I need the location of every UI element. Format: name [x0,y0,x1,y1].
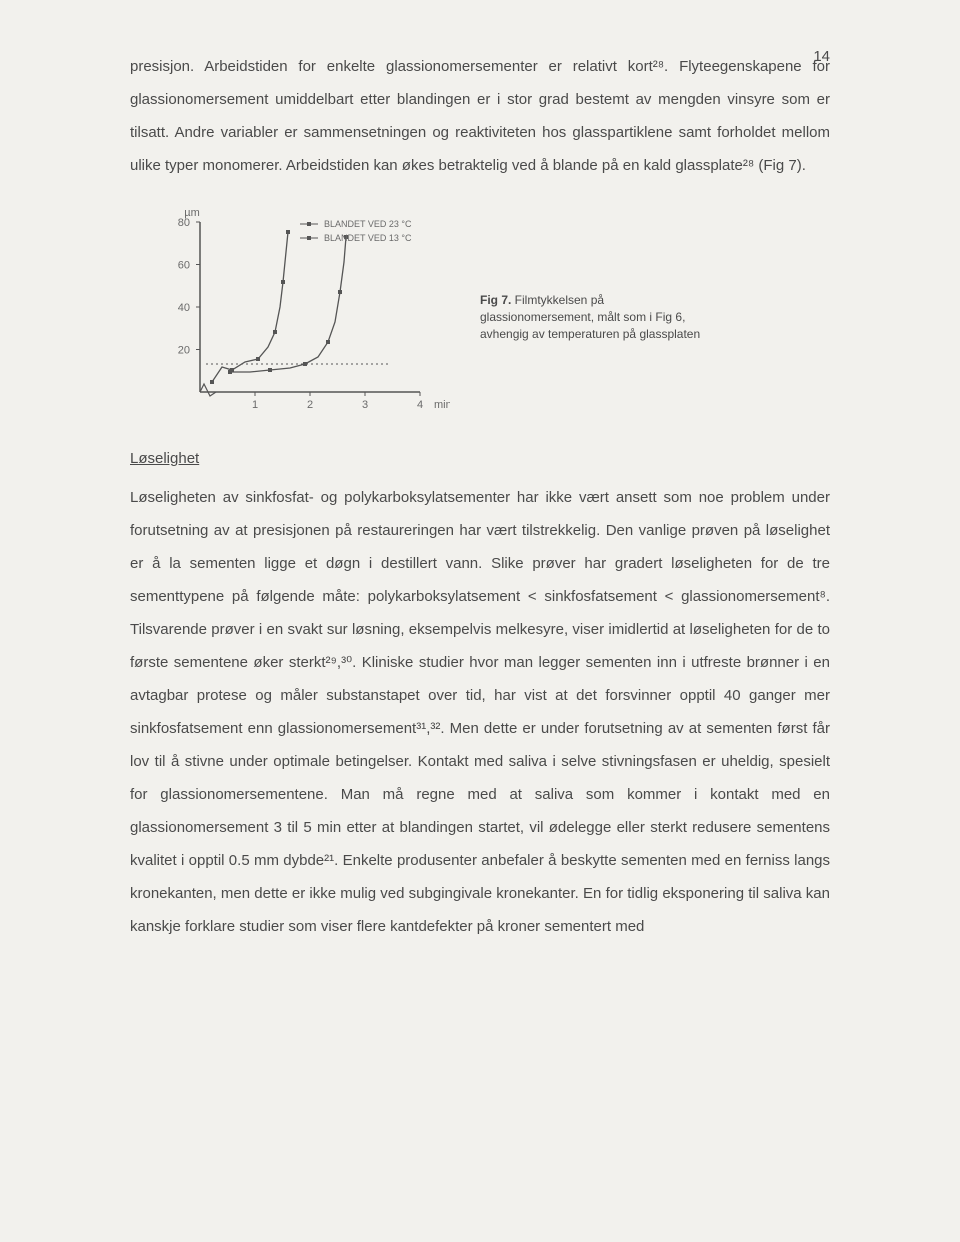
svg-text:1: 1 [252,399,258,411]
figure-7-chart: 80604020µm1234minBLANDET VED 23 °CBLANDE… [130,192,450,422]
svg-text:40: 40 [178,302,190,314]
page-number: 14 [813,40,830,73]
figure-7-block: 80604020µm1234minBLANDET VED 23 °CBLANDE… [130,192,830,422]
figure-7-caption-text: Filmtykkelsen på glassionomersement, mål… [480,293,700,341]
svg-text:3: 3 [362,399,368,411]
svg-text:µm: µm [184,207,200,219]
section-title-solubility: Løselighet [130,442,830,475]
svg-text:60: 60 [178,260,190,272]
svg-text:4: 4 [417,399,423,411]
paragraph-1: presisjon. Arbeidstiden for enkelte glas… [130,50,830,182]
svg-text:BLANDET VED 23 °C: BLANDET VED 23 °C [324,219,412,229]
svg-text:BLANDET VED 13 °C: BLANDET VED 13 °C [324,233,412,243]
svg-text:min: min [434,399,450,411]
svg-text:2: 2 [307,399,313,411]
paragraph-2: Løseligheten av sinkfosfat- og polykarbo… [130,481,830,943]
svg-text:20: 20 [178,345,190,357]
figure-7-caption-label: Fig 7. [480,293,511,307]
figure-7-caption: Fig 7. Filmtykkelsen på glassionomerseme… [480,292,720,342]
page: 14 presisjon. Arbeidstiden for enkelte g… [90,30,870,989]
